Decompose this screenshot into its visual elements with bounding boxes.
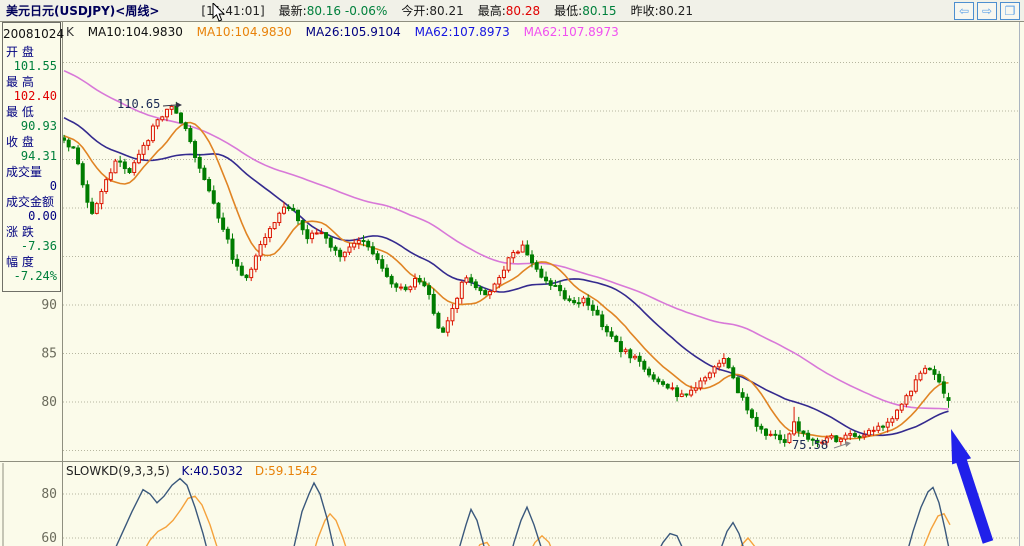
quote-prev-close-label: 昨收:: [630, 4, 659, 18]
sidebar-field-open: 开 盘 101.55: [6, 45, 57, 73]
quote-open-value: 80.21: [429, 4, 464, 18]
quote-sidebar: 20081024 开 盘 101.55 最 高 102.40 最 低 90.93…: [2, 22, 65, 292]
slowkd-d-readout: D:59.1542: [254, 464, 318, 478]
svg-text:80: 80: [41, 487, 57, 502]
svg-text:85: 85: [41, 347, 57, 362]
clock: [11:41:01]: [201, 3, 265, 18]
quote-open-label: 今开:: [401, 4, 430, 18]
quote-low-value: 80.15: [582, 4, 617, 18]
chart-area[interactable]: 90 85 80 80 60: [0, 22, 1024, 546]
ma-k-label: K: [66, 25, 74, 39]
slowkd-indicator-bar: SLOWKD(9,3,3,5) K:40.5032 D:59.1542: [66, 464, 318, 478]
ma62-readout: MA62:107.8973: [414, 25, 510, 39]
sidebar-field-change: 涨 跌 -7.36: [6, 225, 57, 253]
top-quote-bar: 美元日元(USDJPY)<周线> [11:41:01] 最新:80.16 -0.…: [0, 0, 1024, 22]
quote-last-label: 最新:: [278, 4, 307, 18]
candlestick-chart[interactable]: 90 85 80 80 60: [0, 22, 1024, 546]
slowkd-k-readout: K:40.5032: [181, 464, 244, 478]
slowkd-name: SLOWKD(9,3,3,5): [66, 464, 170, 478]
peak-price-annotation: 110.65: [117, 97, 161, 111]
ma62b-readout: MA62:107.8973: [523, 25, 619, 39]
quote-prev-close-value: 80.21: [658, 4, 693, 18]
quote-low: 最低:80.15: [554, 2, 616, 19]
svg-text:90: 90: [41, 298, 57, 313]
back-arrow-icon[interactable]: ⇦: [954, 2, 974, 20]
quote-high-label: 最高:: [477, 4, 506, 18]
forward-arrow-icon[interactable]: ⇨: [977, 2, 997, 20]
sidebar-field-high: 最 高 102.40: [6, 75, 57, 103]
ma26-readout: MA26:105.9104: [305, 25, 401, 39]
quote-open: 今开:80.21: [401, 2, 463, 19]
sidebar-field-close: 收 盘 94.31: [6, 135, 57, 163]
restore-window-icon[interactable]: ❐: [1000, 2, 1020, 20]
quote-high: 最高:80.28: [478, 2, 540, 19]
quote-low-label: 最低:: [554, 4, 583, 18]
ma-indicator-bar: K MA10:104.9830 MA10:104.9830 MA26:105.9…: [66, 25, 629, 39]
ma10-readout: MA10:104.9830: [87, 25, 183, 39]
quote-change-pct: -0.06%: [344, 4, 388, 18]
quote-prev-close: 昨收:80.21: [631, 2, 693, 19]
sidebar-field-change-pct: 幅 度 -7.24%: [6, 255, 57, 283]
window-buttons: ⇦ ⇨ ❐: [954, 2, 1020, 20]
low-price-annotation: 75.58: [792, 438, 829, 452]
sidebar-date: 20081024: [3, 27, 65, 41]
mouse-cursor-icon: [212, 3, 226, 22]
quote-last-value: 80.16: [306, 4, 342, 18]
svg-text:80: 80: [41, 395, 57, 410]
ma10b-readout: MA10:104.9830: [196, 25, 292, 39]
quote-high-value: 80.28: [505, 4, 541, 18]
sidebar-field-volume: 成交量 0: [6, 165, 57, 193]
sidebar-field-turnover: 成交金额 0.00: [6, 195, 57, 223]
symbol-title: 美元日元(USDJPY)<周线>: [6, 4, 160, 18]
quote-last: 最新:80.16 -0.06%: [279, 2, 388, 19]
sidebar-field-low: 最 低 90.93: [6, 105, 57, 133]
svg-text:60: 60: [41, 531, 57, 546]
